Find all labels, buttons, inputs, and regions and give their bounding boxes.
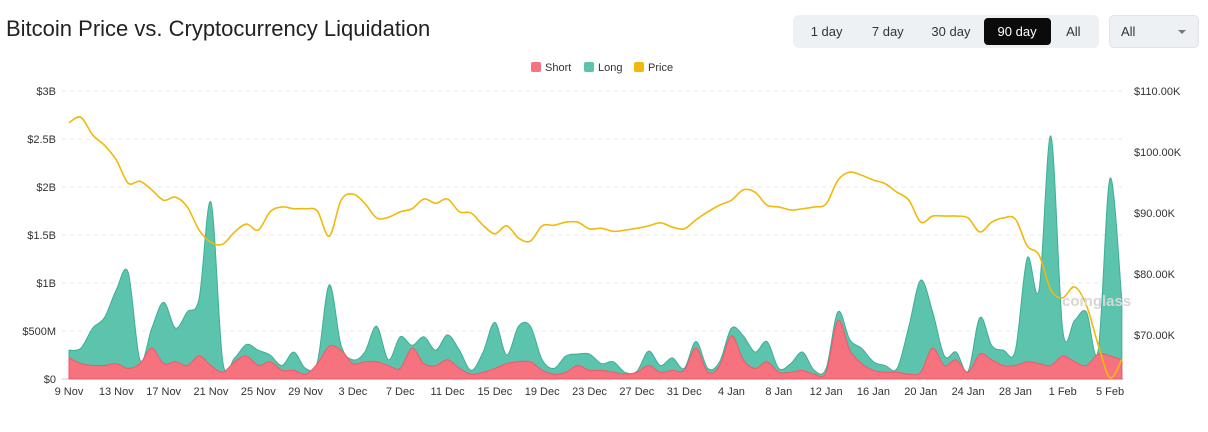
y-right-tick-label: $90.00K <box>1134 208 1176 220</box>
y-left-tick-label: $2B <box>36 182 56 194</box>
coin-filter-dropdown[interactable]: All <box>1109 15 1199 48</box>
x-tick-label: 9 Nov <box>55 386 84 398</box>
legend-long-label[interactable]: Long <box>598 62 622 74</box>
x-tick-label: 20 Jan <box>904 386 937 398</box>
legend-short-swatch[interactable] <box>531 62 541 72</box>
x-tick-label: 29 Nov <box>288 386 323 398</box>
x-tick-label: 25 Nov <box>241 386 276 398</box>
x-tick-label: 15 Dec <box>477 386 512 398</box>
range-90-day-button[interactable]: 90 day <box>983 18 1051 45</box>
page-title: Bitcoin Price vs. Cryptocurrency Liquida… <box>6 16 431 41</box>
legend-short-label[interactable]: Short <box>545 62 571 74</box>
time-range-selector: 1 day 7 day 30 day 90 day All <box>793 15 1099 48</box>
y-left-tick-label: $3B <box>36 86 56 98</box>
coinglass-watermark: coinglass <box>1062 293 1131 310</box>
x-tick-label: 11 Dec <box>431 386 466 398</box>
range-all-button[interactable]: All <box>1066 24 1081 39</box>
y-right-tick-label: $100.00K <box>1134 147 1182 159</box>
legend-long-swatch[interactable] <box>584 62 594 72</box>
y-left-tick-label: $500M <box>22 326 56 338</box>
x-tick-label: 13 Nov <box>99 386 134 398</box>
x-tick-label: 19 Dec <box>525 386 560 398</box>
x-tick-label: 8 Jan <box>765 386 792 398</box>
y-right-tick-label: $80.00K <box>1134 269 1176 281</box>
y-right-tick-label: $70.00K <box>1134 330 1176 342</box>
legend: Short Long Price <box>531 62 673 74</box>
range-7-day-button[interactable]: 7 day <box>871 24 904 39</box>
y-right-tick-label: $110.00K <box>1134 86 1181 98</box>
y-left-tick-label: $2.5B <box>27 134 56 146</box>
x-tick-label: 4 Jan <box>718 386 745 398</box>
x-tick-label: 12 Jan <box>810 386 843 398</box>
y-left-tick-label: $0 <box>44 374 56 386</box>
coin-filter-value: All <box>1121 24 1136 39</box>
x-tick-label: 3 Dec <box>339 386 368 398</box>
x-tick-label: 1 Feb <box>1049 386 1077 398</box>
legend-price-swatch[interactable] <box>634 62 644 72</box>
x-tick-label: 7 Dec <box>386 386 415 398</box>
chevron-down-icon <box>1178 30 1186 34</box>
x-tick-label: 27 Dec <box>619 386 654 398</box>
legend-price-label[interactable]: Price <box>648 62 673 74</box>
x-tick-label: 24 Jan <box>952 386 985 398</box>
price-line <box>68 116 1123 379</box>
short-liquidation-area <box>68 319 1123 380</box>
x-tick-label: 17 Nov <box>146 386 181 398</box>
x-tick-label: 5 Feb <box>1096 386 1124 398</box>
x-tick-label: 21 Nov <box>194 386 229 398</box>
range-1-day-button[interactable]: 1 day <box>810 24 843 39</box>
long-liquidation-area <box>68 135 1123 380</box>
range-30-day-button[interactable]: 30 day <box>931 24 971 39</box>
x-tick-label: 28 Jan <box>999 386 1032 398</box>
y-left-tick-label: $1.5B <box>27 230 56 242</box>
x-tick-label: 31 Dec <box>667 386 702 398</box>
y-left-tick-label: $1B <box>36 278 56 290</box>
x-tick-label: 16 Jan <box>857 386 890 398</box>
x-tick-label: 23 Dec <box>572 386 607 398</box>
